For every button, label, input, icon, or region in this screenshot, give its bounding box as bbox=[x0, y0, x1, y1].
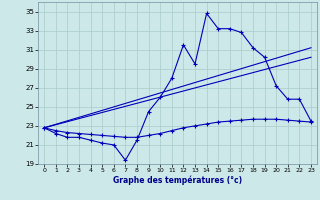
X-axis label: Graphe des températures (°c): Graphe des températures (°c) bbox=[113, 176, 242, 185]
